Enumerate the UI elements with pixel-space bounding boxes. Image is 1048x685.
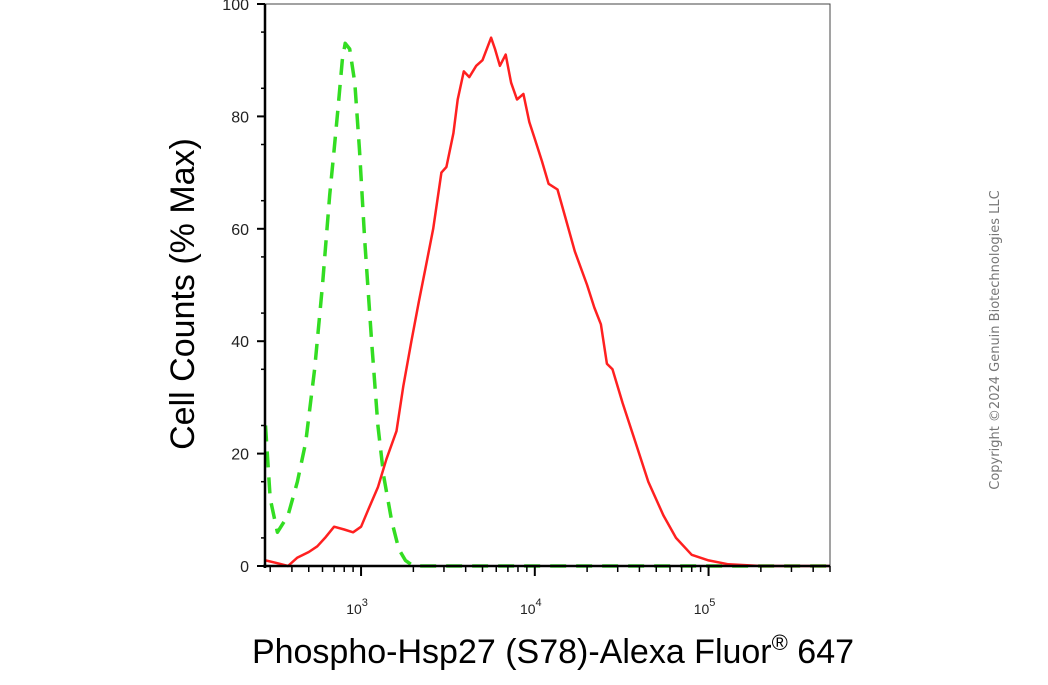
plot-frame <box>264 3 831 567</box>
y-axis-title: Cell Counts (% Max) <box>164 138 202 450</box>
ticks-layer <box>257 3 831 576</box>
series-layer <box>263 36 830 568</box>
y-tick-label: 100 <box>222 0 249 14</box>
x-axis-title-main: Phospho-Hsp27 (S78)-Alexa Fluor <box>252 633 772 671</box>
x-axis-title: Phospho-Hsp27 (S78)-Alexa Fluor® 647 <box>252 630 854 671</box>
y-tick-label: 20 <box>231 447 249 464</box>
series-line-1 <box>263 41 830 568</box>
y-tick-label: 0 <box>240 559 249 576</box>
series-line-2 <box>265 36 830 568</box>
x-axis-title-superscript: ® <box>772 630 788 655</box>
y-tick-label: 60 <box>231 222 249 239</box>
y-tick-label: 80 <box>231 109 249 126</box>
x-tick-label: 104 <box>520 597 542 617</box>
y-tick-label: 40 <box>231 334 249 351</box>
x-axis-title-suffix: 647 <box>788 633 854 671</box>
x-tick-label: 105 <box>694 597 716 617</box>
copyright-watermark: Copyright ©2024 Genuin Biotechnologies L… <box>988 190 1003 489</box>
tick-labels-layer: 0 20 40 60 80 100 103 104 105 <box>222 0 715 617</box>
x-tick-label: 103 <box>346 597 368 617</box>
